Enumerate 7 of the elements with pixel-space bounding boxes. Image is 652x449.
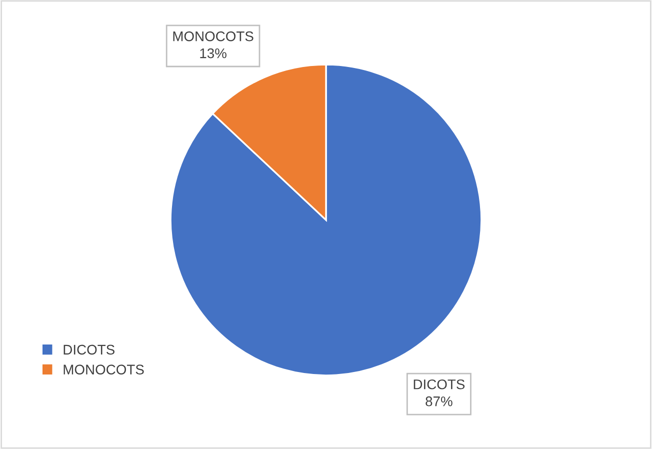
- slice-label: DICOTS: [414, 379, 465, 390]
- data-label: 13%: [200, 48, 226, 58]
- legend-label: MONOCOTS: [64, 364, 144, 374]
- pie-slice: [170, 64, 482, 376]
- slice-label: MONOCOTS: [173, 31, 254, 42]
- data-label: 87%: [426, 396, 452, 406]
- legend-label: DICOTS: [64, 344, 114, 355]
